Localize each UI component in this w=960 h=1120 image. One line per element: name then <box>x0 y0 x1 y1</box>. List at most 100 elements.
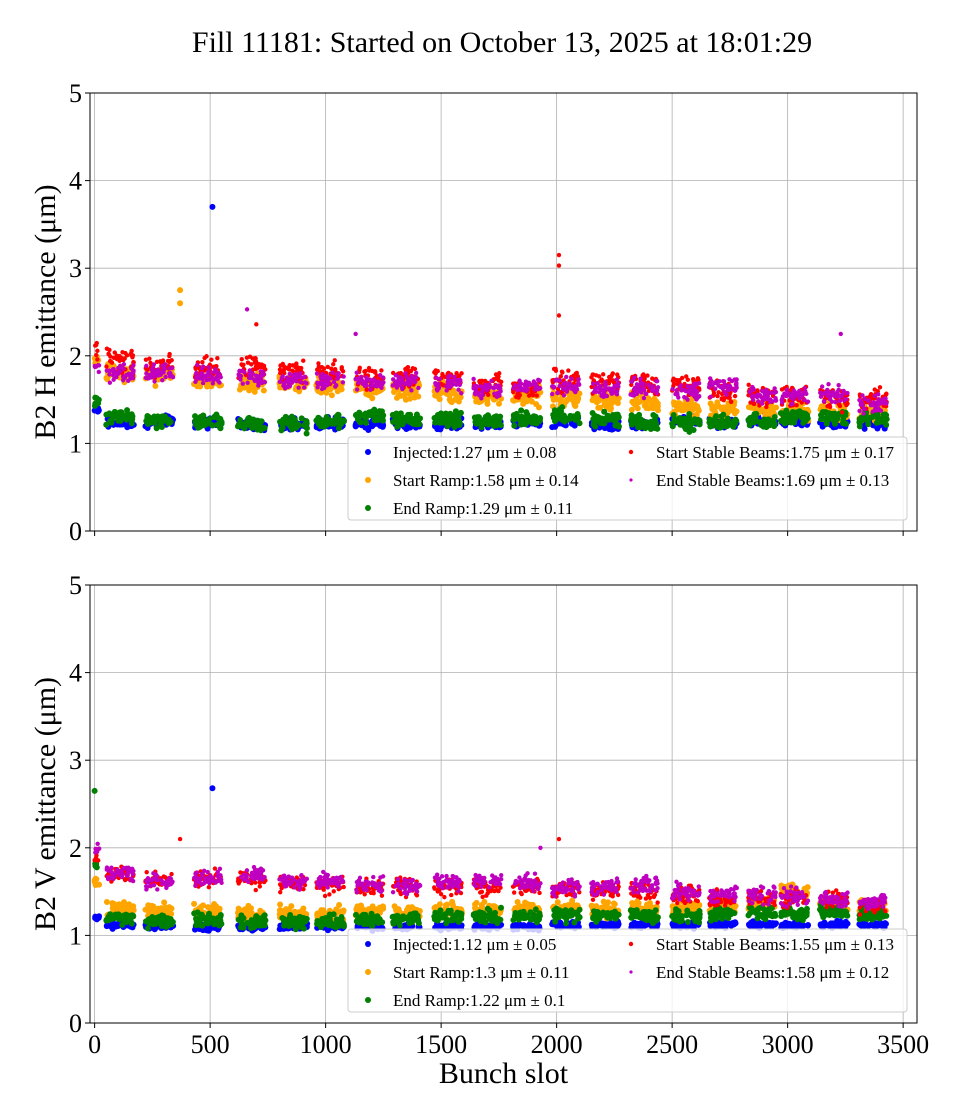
data-point <box>490 423 497 430</box>
data-point <box>498 379 504 385</box>
data-point <box>876 392 881 397</box>
data-point <box>576 377 581 382</box>
data-point <box>749 404 756 411</box>
data-point <box>553 409 560 416</box>
data-point <box>215 415 222 422</box>
data-point <box>607 416 614 423</box>
data-point <box>628 421 635 428</box>
data-point <box>531 414 538 421</box>
data-point <box>240 381 245 386</box>
data-point <box>214 376 219 381</box>
data-point <box>241 376 248 383</box>
data-point <box>215 370 220 375</box>
data-point <box>724 415 731 422</box>
data-point <box>107 380 113 385</box>
data-point <box>437 376 442 382</box>
data-point <box>797 393 802 398</box>
outlier-point <box>556 252 562 258</box>
data-point <box>861 425 868 432</box>
data-point <box>720 378 726 384</box>
x-tick-label: 1500 <box>415 1030 467 1059</box>
data-point <box>884 391 889 397</box>
data-point <box>279 419 286 426</box>
data-point <box>715 403 722 410</box>
data-point <box>569 385 574 391</box>
data-point <box>591 389 597 395</box>
data-point <box>96 369 101 375</box>
data-point <box>536 377 541 383</box>
data-point <box>295 421 302 428</box>
data-point <box>590 415 597 422</box>
data-point <box>280 361 286 367</box>
y-tick-label: 2 <box>69 342 82 371</box>
data-point <box>759 418 766 425</box>
data-point <box>479 396 484 401</box>
data-point <box>751 387 756 392</box>
legend-marker <box>365 449 371 455</box>
data-point <box>362 369 367 374</box>
data-point <box>832 393 837 399</box>
data-point <box>711 391 717 396</box>
data-point <box>399 385 405 391</box>
data-point <box>129 348 134 354</box>
data-point <box>241 384 248 391</box>
legend-label: End Stable Beams:1.69 μm ± 0.13 <box>656 471 889 490</box>
data-point <box>107 368 112 373</box>
data-point <box>165 420 172 427</box>
data-point <box>746 382 751 388</box>
data-point <box>359 378 365 383</box>
outlier-point <box>353 331 358 337</box>
data-point <box>111 367 116 372</box>
data-point <box>862 406 867 412</box>
data-point <box>571 402 578 409</box>
data-point <box>120 357 125 362</box>
data-point <box>716 383 721 388</box>
data-point <box>328 392 335 399</box>
data-point <box>298 380 303 385</box>
data-point <box>486 392 491 398</box>
data-point <box>558 374 564 379</box>
data-point <box>694 405 701 412</box>
data-point <box>367 368 372 373</box>
data-point <box>670 411 677 418</box>
data-point <box>560 370 565 375</box>
data-point <box>331 362 336 367</box>
data-point <box>203 421 210 428</box>
data-point <box>128 420 135 427</box>
data-point <box>877 385 883 390</box>
data-point <box>876 415 883 422</box>
data-point <box>95 348 100 354</box>
data-point <box>445 379 451 384</box>
y-tick-label: 3 <box>69 746 82 775</box>
data-point <box>494 418 501 425</box>
data-point <box>239 356 244 362</box>
data-point <box>434 393 441 400</box>
data-point <box>302 374 308 380</box>
data-point <box>794 403 799 408</box>
data-point <box>525 413 532 420</box>
data-point <box>152 379 157 384</box>
data-point <box>600 372 606 377</box>
data-point <box>645 405 652 412</box>
data-point <box>147 419 154 426</box>
data-point <box>92 400 99 407</box>
data-point <box>670 378 676 383</box>
data-point <box>487 382 492 387</box>
data-point <box>603 380 608 385</box>
data-point <box>118 363 123 369</box>
data-point <box>518 407 525 414</box>
legend-marker <box>365 477 371 483</box>
data-point <box>561 393 567 398</box>
data-point <box>213 411 220 418</box>
data-point <box>313 417 320 424</box>
data-point <box>356 380 361 385</box>
data-point <box>252 358 258 363</box>
data-point <box>598 922 605 929</box>
data-point <box>771 421 778 428</box>
data-point <box>596 397 603 404</box>
data-point <box>294 361 299 366</box>
data-point <box>256 383 261 388</box>
data-point <box>679 404 686 411</box>
data-point <box>804 922 811 929</box>
data-point <box>630 378 635 384</box>
